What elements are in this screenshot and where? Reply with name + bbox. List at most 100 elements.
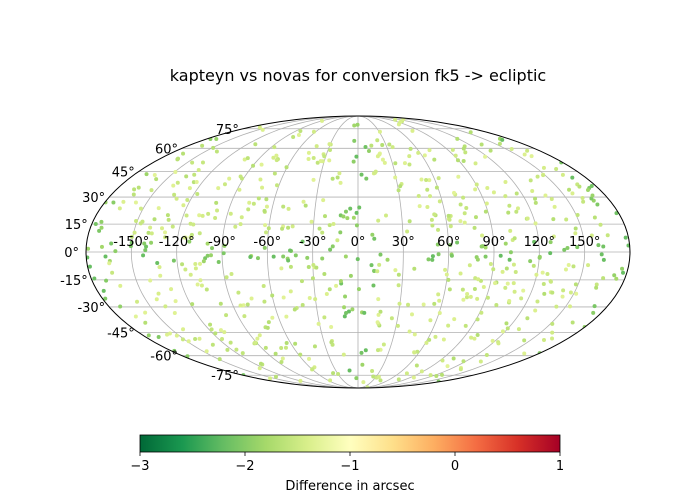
data-point xyxy=(453,153,458,158)
data-point xyxy=(200,143,205,148)
data-point xyxy=(352,123,357,128)
data-point xyxy=(393,268,398,273)
data-point xyxy=(242,157,247,162)
data-point xyxy=(570,191,575,196)
data-point xyxy=(317,226,322,231)
data-point xyxy=(461,146,466,151)
data-point xyxy=(321,198,326,203)
data-point xyxy=(205,241,210,246)
data-point xyxy=(375,348,380,353)
longitude-tick-label: 0° xyxy=(351,235,366,250)
data-point xyxy=(375,269,380,274)
data-point xyxy=(372,268,377,273)
data-point xyxy=(485,295,490,300)
data-point xyxy=(396,283,401,288)
data-point xyxy=(354,223,359,228)
data-point xyxy=(493,281,498,286)
data-point xyxy=(592,304,597,309)
data-point xyxy=(452,190,457,195)
data-point xyxy=(103,296,108,301)
data-point xyxy=(375,154,380,159)
data-point xyxy=(330,176,335,181)
data-point xyxy=(210,246,215,251)
data-point xyxy=(138,206,143,211)
data-point xyxy=(149,231,154,236)
data-point xyxy=(446,213,451,218)
data-point xyxy=(204,287,209,292)
data-point xyxy=(620,266,625,271)
data-point xyxy=(292,307,297,312)
data-point xyxy=(446,323,451,328)
data-point xyxy=(222,330,227,335)
data-point xyxy=(550,330,555,335)
data-point xyxy=(242,314,247,319)
data-point xyxy=(172,310,177,315)
data-point xyxy=(371,283,376,288)
data-point xyxy=(156,335,161,340)
data-point xyxy=(458,271,463,276)
data-point xyxy=(504,266,509,271)
data-point xyxy=(324,292,329,297)
data-point xyxy=(396,272,401,277)
data-point xyxy=(181,151,186,156)
data-point xyxy=(265,325,270,330)
data-point xyxy=(86,246,91,251)
data-point xyxy=(312,344,317,349)
data-point xyxy=(522,351,527,356)
data-point xyxy=(156,291,161,296)
data-point xyxy=(193,261,198,266)
data-point xyxy=(601,276,606,281)
data-point xyxy=(239,215,244,220)
data-point xyxy=(480,233,485,238)
data-point xyxy=(378,309,383,314)
data-point xyxy=(121,199,126,204)
data-point xyxy=(397,301,402,306)
data-point xyxy=(118,283,123,288)
data-point xyxy=(548,240,553,245)
data-point xyxy=(581,199,586,204)
data-point xyxy=(334,283,339,288)
data-point xyxy=(419,177,424,182)
data-point xyxy=(511,281,516,286)
data-point xyxy=(322,271,327,276)
data-point xyxy=(377,262,382,267)
colorbar-label: Difference in arcsec xyxy=(285,479,414,494)
data-point xyxy=(529,154,534,159)
data-point xyxy=(407,219,412,224)
data-point xyxy=(284,341,289,346)
data-point xyxy=(181,327,186,332)
data-point xyxy=(299,279,304,284)
data-point xyxy=(561,288,566,293)
colorbar-tick-label: 1 xyxy=(556,459,564,474)
data-point xyxy=(500,137,505,142)
data-point xyxy=(541,165,546,170)
data-point xyxy=(148,225,153,230)
data-point xyxy=(427,337,432,342)
data-point xyxy=(406,302,411,307)
data-point xyxy=(87,264,92,269)
data-point xyxy=(328,378,333,383)
data-point xyxy=(345,216,350,221)
data-point xyxy=(516,327,521,332)
data-point xyxy=(248,255,253,259)
data-point xyxy=(436,292,441,297)
data-point xyxy=(234,347,239,352)
data-point xyxy=(563,267,568,272)
data-point xyxy=(271,254,276,259)
data-point xyxy=(195,191,200,196)
data-point xyxy=(306,150,311,155)
data-point xyxy=(586,188,591,192)
data-point xyxy=(298,129,303,134)
data-point xyxy=(506,210,511,215)
data-point xyxy=(306,156,311,161)
data-point xyxy=(165,213,170,218)
data-point xyxy=(411,375,416,380)
data-point xyxy=(441,337,446,342)
data-point xyxy=(612,273,617,278)
data-point xyxy=(335,175,340,180)
data-point xyxy=(213,215,218,220)
data-point xyxy=(359,172,364,177)
data-point xyxy=(351,159,356,164)
data-point xyxy=(208,253,213,258)
data-point xyxy=(311,129,316,134)
